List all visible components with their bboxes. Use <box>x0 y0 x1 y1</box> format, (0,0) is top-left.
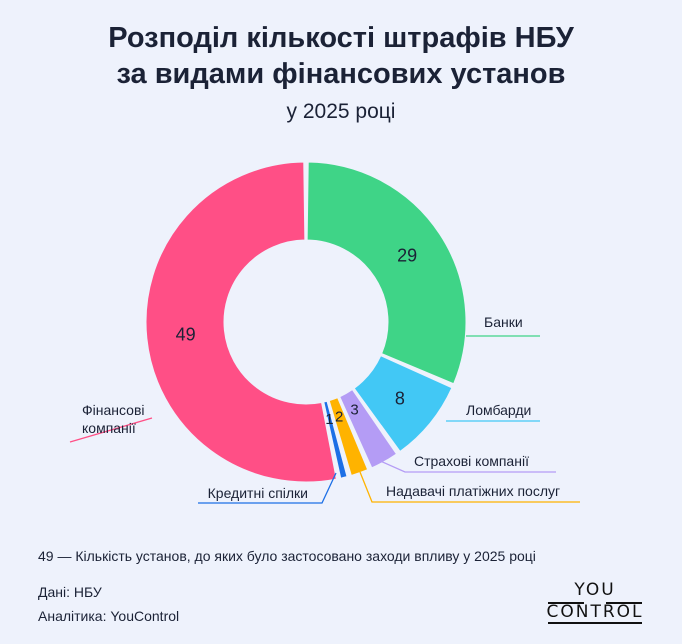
chart-title: Розподіл кількості штрафів НБУ за видами… <box>0 20 682 92</box>
title-line-1: Розподіл кількості штрафів НБУ <box>108 22 574 54</box>
category-label-1: Ломбарди <box>466 402 531 418</box>
title-line-2: за видами фінансових установ <box>116 58 566 90</box>
category-label-2: Страхові компанії <box>414 453 529 469</box>
leader-line-3 <box>359 471 580 503</box>
logo-top-text: YOU <box>574 580 616 600</box>
logo-bottom-text: CONTROL <box>546 602 644 622</box>
category-label-5: Фінансові компанії <box>82 402 145 436</box>
donut-slice-0 <box>306 161 467 385</box>
category-label-4: Кредитні спілки <box>208 485 308 501</box>
analytics-credit: Аналітика: YouControl <box>38 608 180 624</box>
slice-value-label-5: 49 <box>176 324 196 344</box>
donut-slice-2 <box>339 388 398 469</box>
donut-slice-5 <box>145 161 337 483</box>
slice-value-label-1: 8 <box>395 388 405 408</box>
slice-value-label-3: 2 <box>335 408 343 425</box>
footnote: 49 — Кількість установ, до яких було зас… <box>38 548 536 564</box>
leader-line-2 <box>377 459 556 473</box>
chart-subtitle: у 2025 році <box>286 100 396 123</box>
category-label-3: Надавачі платіжних послуг <box>386 483 560 499</box>
donut-chart: 29 8 321 49 Банки Ломбарди Страхові компанії На… <box>69 161 580 504</box>
data-source: Дані: НБУ <box>38 584 102 600</box>
leader-line-4 <box>198 472 337 504</box>
category-label-0: Банки <box>484 314 523 330</box>
leader-line-5 <box>69 417 153 443</box>
slice-value-label-0: 29 <box>397 246 417 266</box>
donut-slice-3 <box>328 397 369 477</box>
donut-slice-1 <box>353 355 453 453</box>
slice-value-label-4: 1 <box>325 411 333 428</box>
youcontrol-logo: YOU CONTROL <box>540 580 650 626</box>
slice-value-label-2: 3 <box>350 401 358 418</box>
donut-slice-4 <box>323 400 348 479</box>
